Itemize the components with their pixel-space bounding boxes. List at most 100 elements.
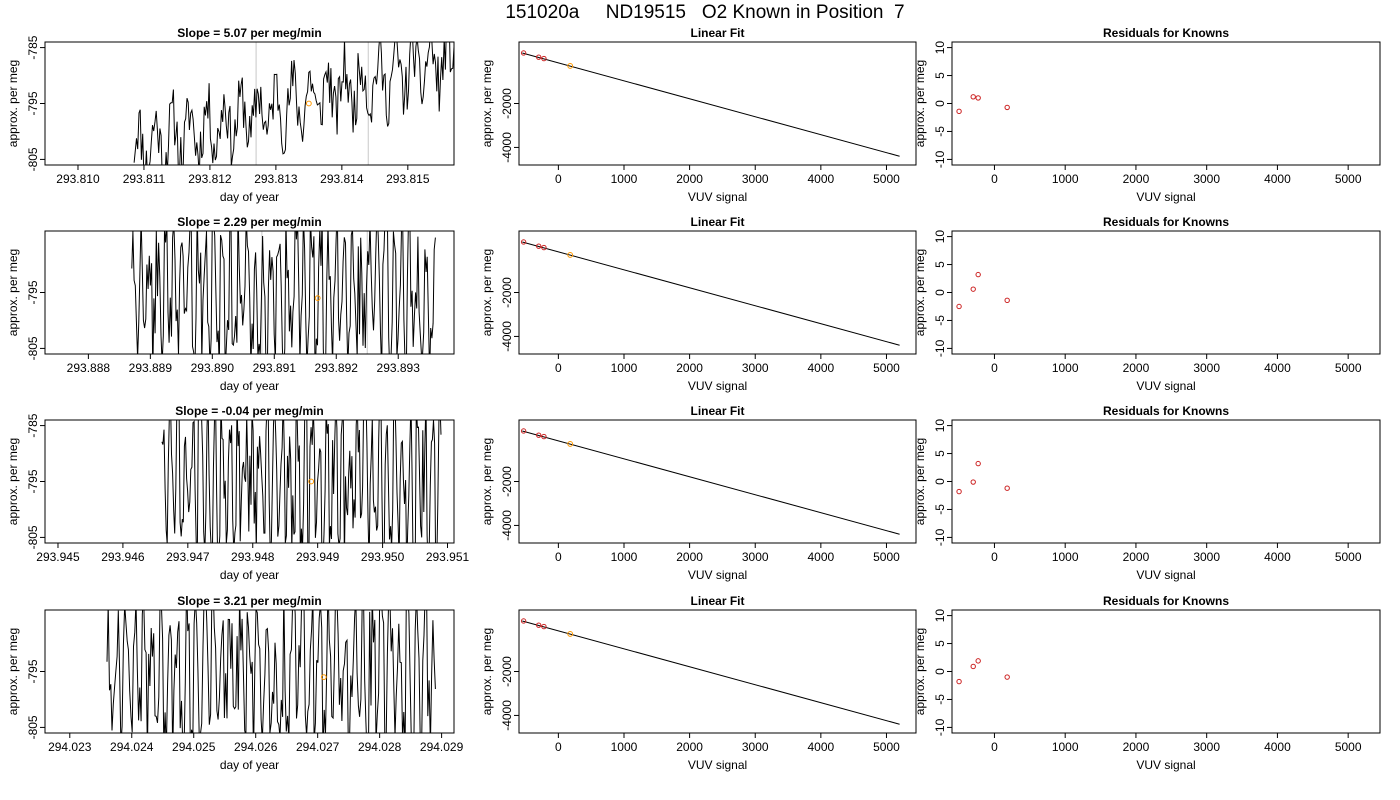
- chart-panel-r4-c1: Slope = 3.21 per meg/min 294.023 294.024 29…: [6, 594, 464, 772]
- plot-frame: [518, 230, 917, 355]
- mean-marker: [305, 100, 312, 107]
- data-point: [541, 55, 547, 62]
- data-point: [535, 622, 542, 628]
- data-point: [1004, 104, 1010, 111]
- chart-panel-r3-c2: Linear Fit 0 1000 2000 3000 4000 5000 -2000 -400…: [480, 404, 917, 582]
- fit-line: [522, 620, 900, 725]
- x-axis-label: VUV signal: [1136, 190, 1195, 204]
- x-axis-label: day of year: [220, 758, 279, 772]
- x-axis-label: day of year: [220, 379, 279, 393]
- x-tick-label: 1000: [611, 172, 638, 186]
- x-tick-label: 293.890: [191, 361, 235, 375]
- data-point: [956, 108, 962, 115]
- panel-title: Slope = 2.29 per meg/min: [177, 215, 321, 229]
- chart-panel-r1-c1: Slope = 5.07 per meg/min 293.810 293.811 29…: [6, 26, 455, 204]
- x-axis-label: VUV signal: [688, 379, 747, 393]
- x-tick-label: 2000: [1123, 172, 1150, 186]
- plot-area: [131, 231, 436, 354]
- plot-area: [520, 428, 900, 535]
- x-tick-label: 4000: [1264, 550, 1291, 564]
- plot-frame: [518, 41, 917, 166]
- x-tick-label: 293.812: [188, 172, 232, 186]
- x-tick-label: 3000: [1193, 550, 1220, 564]
- y-tick-label: -10: [933, 339, 947, 357]
- y-axis-label: approx. per meg: [913, 60, 927, 147]
- x-tick-label: 293.813: [254, 172, 298, 186]
- y-axis-label: approx. per meg: [913, 438, 927, 525]
- data-point: [970, 94, 976, 100]
- y-tick-label: 5: [933, 72, 947, 79]
- data-point: [1004, 485, 1010, 491]
- data-point: [975, 460, 981, 467]
- y-axis-label: approx. per meg: [480, 438, 494, 525]
- chart-panel-r2-c1: Slope = 2.29 per meg/min 293.888 293.889 29…: [6, 215, 455, 393]
- x-tick-label: 4000: [1264, 172, 1291, 186]
- x-tick-label: 1000: [1052, 740, 1079, 754]
- plot-frame: [951, 41, 1381, 166]
- y-tick-label: 5: [933, 450, 947, 457]
- x-tick-label: 293.892: [315, 361, 359, 375]
- panel-title: Residuals for Knowns: [1103, 215, 1229, 229]
- x-tick-label: 1000: [1052, 172, 1079, 186]
- data-point: [956, 678, 962, 685]
- y-axis-label: approx. per meg: [913, 249, 927, 336]
- x-axis-label: VUV signal: [1136, 758, 1195, 772]
- y-tick-label: 10: [933, 609, 947, 623]
- x-tick-label: 293.950: [361, 550, 405, 564]
- panel-title: Residuals for Knowns: [1103, 26, 1229, 40]
- chart-panel-r1-c3: Residuals for Knowns 0 1000 2000 3000 4000 500…: [913, 26, 1381, 204]
- x-tick-label: 3000: [742, 740, 769, 754]
- x-tick-label: 3000: [1193, 361, 1220, 375]
- y-tick-label: -2000: [500, 277, 514, 308]
- chart-panel-r3-c1: Slope = -0.04 per meg/min 293.945 293.946 2…: [6, 404, 470, 582]
- y-tick-label: -785: [26, 413, 40, 437]
- x-tick-label: 5000: [873, 550, 900, 564]
- plot-frame: [518, 419, 917, 544]
- y-tick-label: 5: [933, 640, 947, 647]
- x-tick-label: 3000: [1193, 172, 1220, 186]
- x-tick-label: 2000: [1123, 361, 1150, 375]
- x-tick-label: 293.810: [56, 172, 100, 186]
- data-point: [535, 54, 542, 60]
- y-tick-label: -4000: [500, 510, 514, 541]
- figure-title: 151020a ND19515 O2 Known in Position 7: [505, 2, 904, 23]
- y-axis-label: approx. per meg: [6, 438, 20, 525]
- x-tick-label: 0: [991, 172, 998, 186]
- sample-marker: [567, 252, 574, 258]
- x-tick-label: 294.023: [48, 740, 92, 754]
- x-tick-label: 4000: [807, 550, 834, 564]
- data-point: [975, 658, 981, 664]
- data-trace: [131, 231, 436, 354]
- plot-area: [520, 618, 900, 725]
- x-tick-label: 294.027: [296, 740, 340, 754]
- mean-marker: [308, 478, 315, 485]
- y-tick-label: -2000: [500, 656, 514, 687]
- x-tick-label: 293.893: [377, 361, 421, 375]
- x-tick-label: 293.945: [36, 550, 80, 564]
- y-axis-label: approx. per meg: [6, 628, 20, 715]
- x-tick-label: 294.025: [172, 740, 216, 754]
- y-tick-label: -5: [933, 694, 947, 705]
- data-point: [975, 95, 981, 101]
- panel-title: Linear Fit: [690, 594, 744, 608]
- x-tick-label: 2000: [676, 361, 703, 375]
- fit-line: [522, 241, 900, 346]
- y-tick-label: -795: [26, 91, 40, 115]
- x-tick-label: 293.888: [67, 361, 111, 375]
- mean-marker: [314, 295, 321, 301]
- x-tick-label: 293.948: [231, 550, 275, 564]
- data-trace: [106, 610, 436, 733]
- mean-marker: [320, 674, 327, 680]
- y-tick-label: -805: [26, 525, 40, 549]
- plot-area: [956, 460, 1010, 495]
- y-tick-label: -5: [933, 126, 947, 137]
- chart-panel-r2-c2: Linear Fit 0 1000 2000 3000 4000 5000 -2000 -400…: [480, 215, 917, 393]
- plot-frame: [518, 609, 917, 734]
- x-tick-label: 5000: [1335, 550, 1362, 564]
- chart-panel-r4-c3: Residuals for Knowns 0 1000 2000 3000 4000 500…: [913, 594, 1381, 772]
- y-tick-label: 10: [933, 419, 947, 433]
- x-tick-label: 1000: [611, 550, 638, 564]
- x-axis-label: VUV signal: [1136, 568, 1195, 582]
- x-axis-label: VUV signal: [688, 568, 747, 582]
